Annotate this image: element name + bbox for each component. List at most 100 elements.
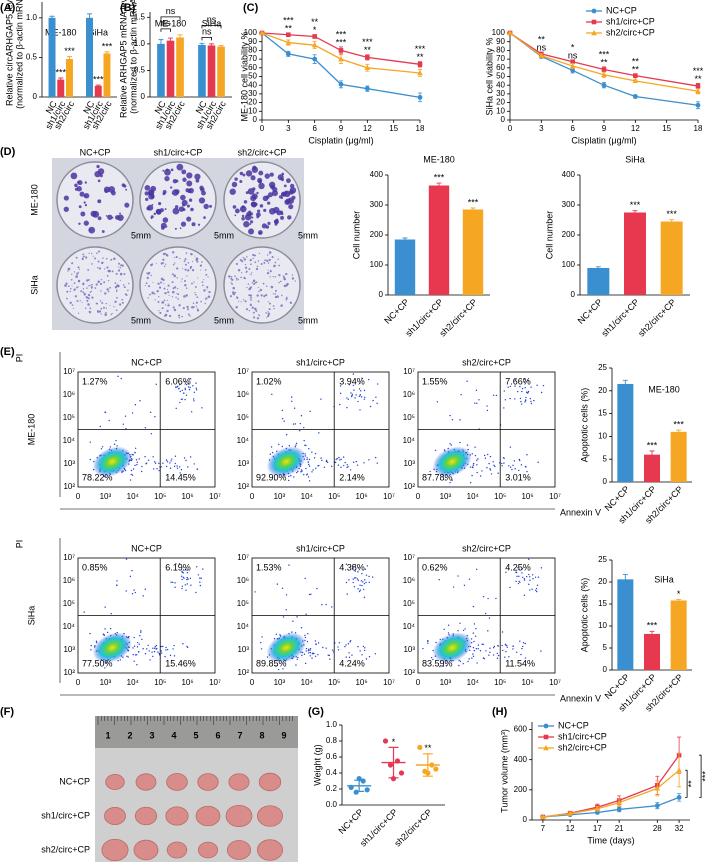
- event-dot: [293, 407, 296, 409]
- event-dot: [514, 398, 516, 400]
- colony: [274, 296, 277, 299]
- event-dot: [507, 386, 509, 388]
- event-dot: [334, 461, 337, 464]
- event-dot: [497, 654, 500, 657]
- colony: [170, 168, 174, 172]
- colony: [97, 266, 99, 269]
- point: [507, 30, 513, 36]
- event-dot: [327, 654, 329, 656]
- bar: [644, 633, 660, 670]
- colony: [174, 205, 179, 209]
- bar: [157, 43, 165, 97]
- event-dot: [285, 434, 288, 436]
- point: [695, 102, 701, 108]
- event-dot: [304, 444, 306, 446]
- event-dot: [183, 457, 186, 459]
- colony: [249, 258, 252, 262]
- event-dot: [509, 397, 511, 400]
- error-bar: [649, 450, 655, 459]
- event-dot: [108, 419, 110, 422]
- point: [338, 81, 344, 87]
- event-dot: [149, 411, 152, 414]
- panel-label: (E): [0, 346, 15, 358]
- colony: [195, 257, 199, 261]
- event-dot: [135, 458, 138, 461]
- event-dot: [277, 668, 280, 671]
- colony: [203, 216, 206, 219]
- error-bar: [649, 630, 655, 637]
- colony: [63, 206, 69, 212]
- event-dot: [469, 481, 472, 484]
- colony: [175, 296, 177, 299]
- colony: [124, 202, 130, 208]
- event-dot: [181, 398, 183, 400]
- colony: [163, 299, 166, 302]
- event-dot: [182, 643, 184, 645]
- colony: [166, 288, 169, 291]
- event-dot: [345, 656, 347, 658]
- colony: [96, 164, 100, 169]
- point: [695, 83, 701, 89]
- colony: [187, 313, 190, 316]
- event-dot: [524, 386, 526, 389]
- event-dot: [492, 647, 495, 649]
- colony: [110, 190, 116, 196]
- event-dot: [158, 469, 160, 472]
- colony: [98, 267, 102, 270]
- y-tick-label: 40: [496, 80, 505, 89]
- event-dot: [197, 574, 200, 576]
- event-dot: [275, 633, 277, 636]
- y-axis-label: Apoptotic cells (%): [579, 578, 589, 653]
- x-tick-label: 7: [541, 824, 546, 833]
- colony: [232, 286, 235, 290]
- event-dot: [492, 654, 495, 656]
- colony: [196, 296, 199, 299]
- row-label: SiHa: [29, 275, 39, 295]
- bar: [94, 85, 102, 97]
- colony: [244, 300, 247, 303]
- event-dot: [299, 429, 301, 432]
- bar: [86, 17, 94, 97]
- point: [570, 59, 575, 65]
- event-dot: [261, 636, 263, 638]
- colony: [246, 256, 248, 258]
- colony: [84, 204, 88, 207]
- x-tick-label: 10⁶: [181, 492, 193, 501]
- event-dot: [109, 627, 112, 630]
- colony: [250, 299, 252, 301]
- point: [311, 42, 318, 48]
- colony: [259, 315, 261, 317]
- point: [387, 762, 394, 768]
- colony: [173, 262, 176, 264]
- x-tick-label: sh2/circ+CP: [636, 297, 678, 339]
- event-dot: [306, 458, 308, 461]
- colony: [111, 312, 113, 315]
- event-dot: [193, 391, 196, 393]
- significance: ***: [336, 29, 347, 39]
- event-dot: [458, 664, 460, 667]
- legend-marker: [543, 745, 549, 751]
- event-dot: [181, 571, 184, 574]
- y-tick-label: 0.6: [326, 752, 338, 761]
- x-tick-label: 0: [76, 678, 81, 687]
- event-dot: [368, 459, 370, 461]
- colony: [181, 169, 187, 175]
- colony: [69, 290, 71, 293]
- error-bar: [104, 51, 110, 56]
- colony: [148, 189, 155, 196]
- event-dot: [154, 461, 156, 463]
- colony: [206, 288, 208, 290]
- event-dot: [190, 411, 193, 413]
- colony: [191, 268, 195, 272]
- significance: **: [538, 35, 546, 45]
- tumor: [226, 840, 252, 860]
- event-dot: [537, 576, 540, 578]
- event-dot: [466, 444, 469, 446]
- event-dot: [486, 405, 488, 407]
- event-dot: [473, 649, 476, 652]
- colony: [74, 295, 77, 298]
- y-tick-label: 200: [562, 230, 576, 239]
- event-dot: [337, 646, 339, 648]
- x-tick-label: 0: [508, 124, 513, 133]
- colony: [234, 291, 237, 294]
